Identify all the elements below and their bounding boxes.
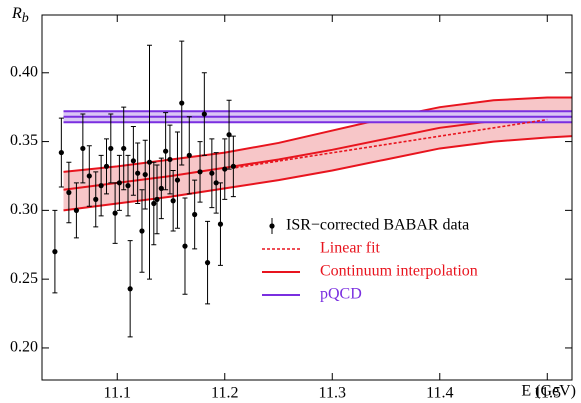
data-point: [127, 286, 133, 292]
y-label-main: R: [11, 5, 22, 22]
legend-label: Linear fit: [320, 240, 381, 257]
x-tick-label: 11.2: [211, 385, 238, 402]
data-point: [197, 169, 203, 175]
plot: [52, 40, 572, 338]
data-point: [80, 145, 86, 152]
plot-frame: [41, 14, 573, 381]
data-point: [135, 170, 141, 176]
y-axis-label: Rb: [11, 5, 29, 27]
data-point: [108, 145, 114, 152]
data-point: [186, 152, 192, 158]
data-point: [93, 196, 99, 202]
y-tick-label: 0.25: [10, 270, 38, 287]
legend-label: ISR−corrected BABAR data: [286, 217, 469, 234]
band-line: [63, 135, 572, 212]
data-point: [116, 180, 123, 186]
data-point: [121, 145, 127, 152]
y-tick-label: 0.40: [10, 63, 38, 80]
data-point: [209, 170, 215, 176]
data-point: [154, 196, 160, 202]
data-point: [204, 260, 211, 266]
data-point: [230, 163, 236, 169]
y-tick-label: 0.20: [10, 339, 38, 356]
y-label-sub: b: [22, 11, 29, 26]
data-point: [151, 200, 157, 207]
data-point: [73, 207, 80, 213]
data-point: [170, 198, 176, 204]
x-tick-label: 11.4: [426, 385, 453, 402]
data-point: [103, 163, 110, 169]
data-point: [66, 189, 72, 196]
data-point: [86, 173, 92, 179]
legend-label: pQCD: [320, 286, 362, 303]
x-tick-label: 11.3: [319, 385, 346, 402]
data-point: [146, 159, 153, 165]
fit-line: [235, 118, 548, 169]
x-tick-label: 11.5: [534, 385, 561, 402]
data-point: [213, 180, 219, 186]
data-point: [226, 132, 232, 138]
data-point: [201, 111, 207, 117]
data-point: [98, 182, 104, 189]
data-point: [179, 100, 185, 106]
band-fill: [63, 97, 572, 211]
data-point: [52, 249, 58, 255]
legend-symbol: [269, 223, 275, 229]
data-point: [112, 210, 118, 216]
data-point: [192, 211, 198, 218]
data-point: [222, 166, 228, 172]
data-point: [58, 149, 64, 156]
data-point: [158, 185, 164, 191]
legend-label: Continuum interpolation: [320, 263, 478, 280]
y-tick-label: 0.30: [10, 201, 38, 218]
x-tick-label: 11.1: [104, 385, 131, 402]
data-point: [217, 221, 224, 227]
data-point: [139, 228, 145, 234]
data-point: [167, 156, 173, 163]
data-point: [182, 243, 188, 249]
data-point: [142, 171, 148, 178]
x-axis-label: E (GeV): [521, 383, 576, 400]
data-point: [130, 158, 136, 164]
data-point: [163, 148, 169, 154]
data-point: [125, 182, 131, 189]
y-tick-label: 0.35: [10, 132, 38, 149]
data-point: [174, 177, 181, 183]
